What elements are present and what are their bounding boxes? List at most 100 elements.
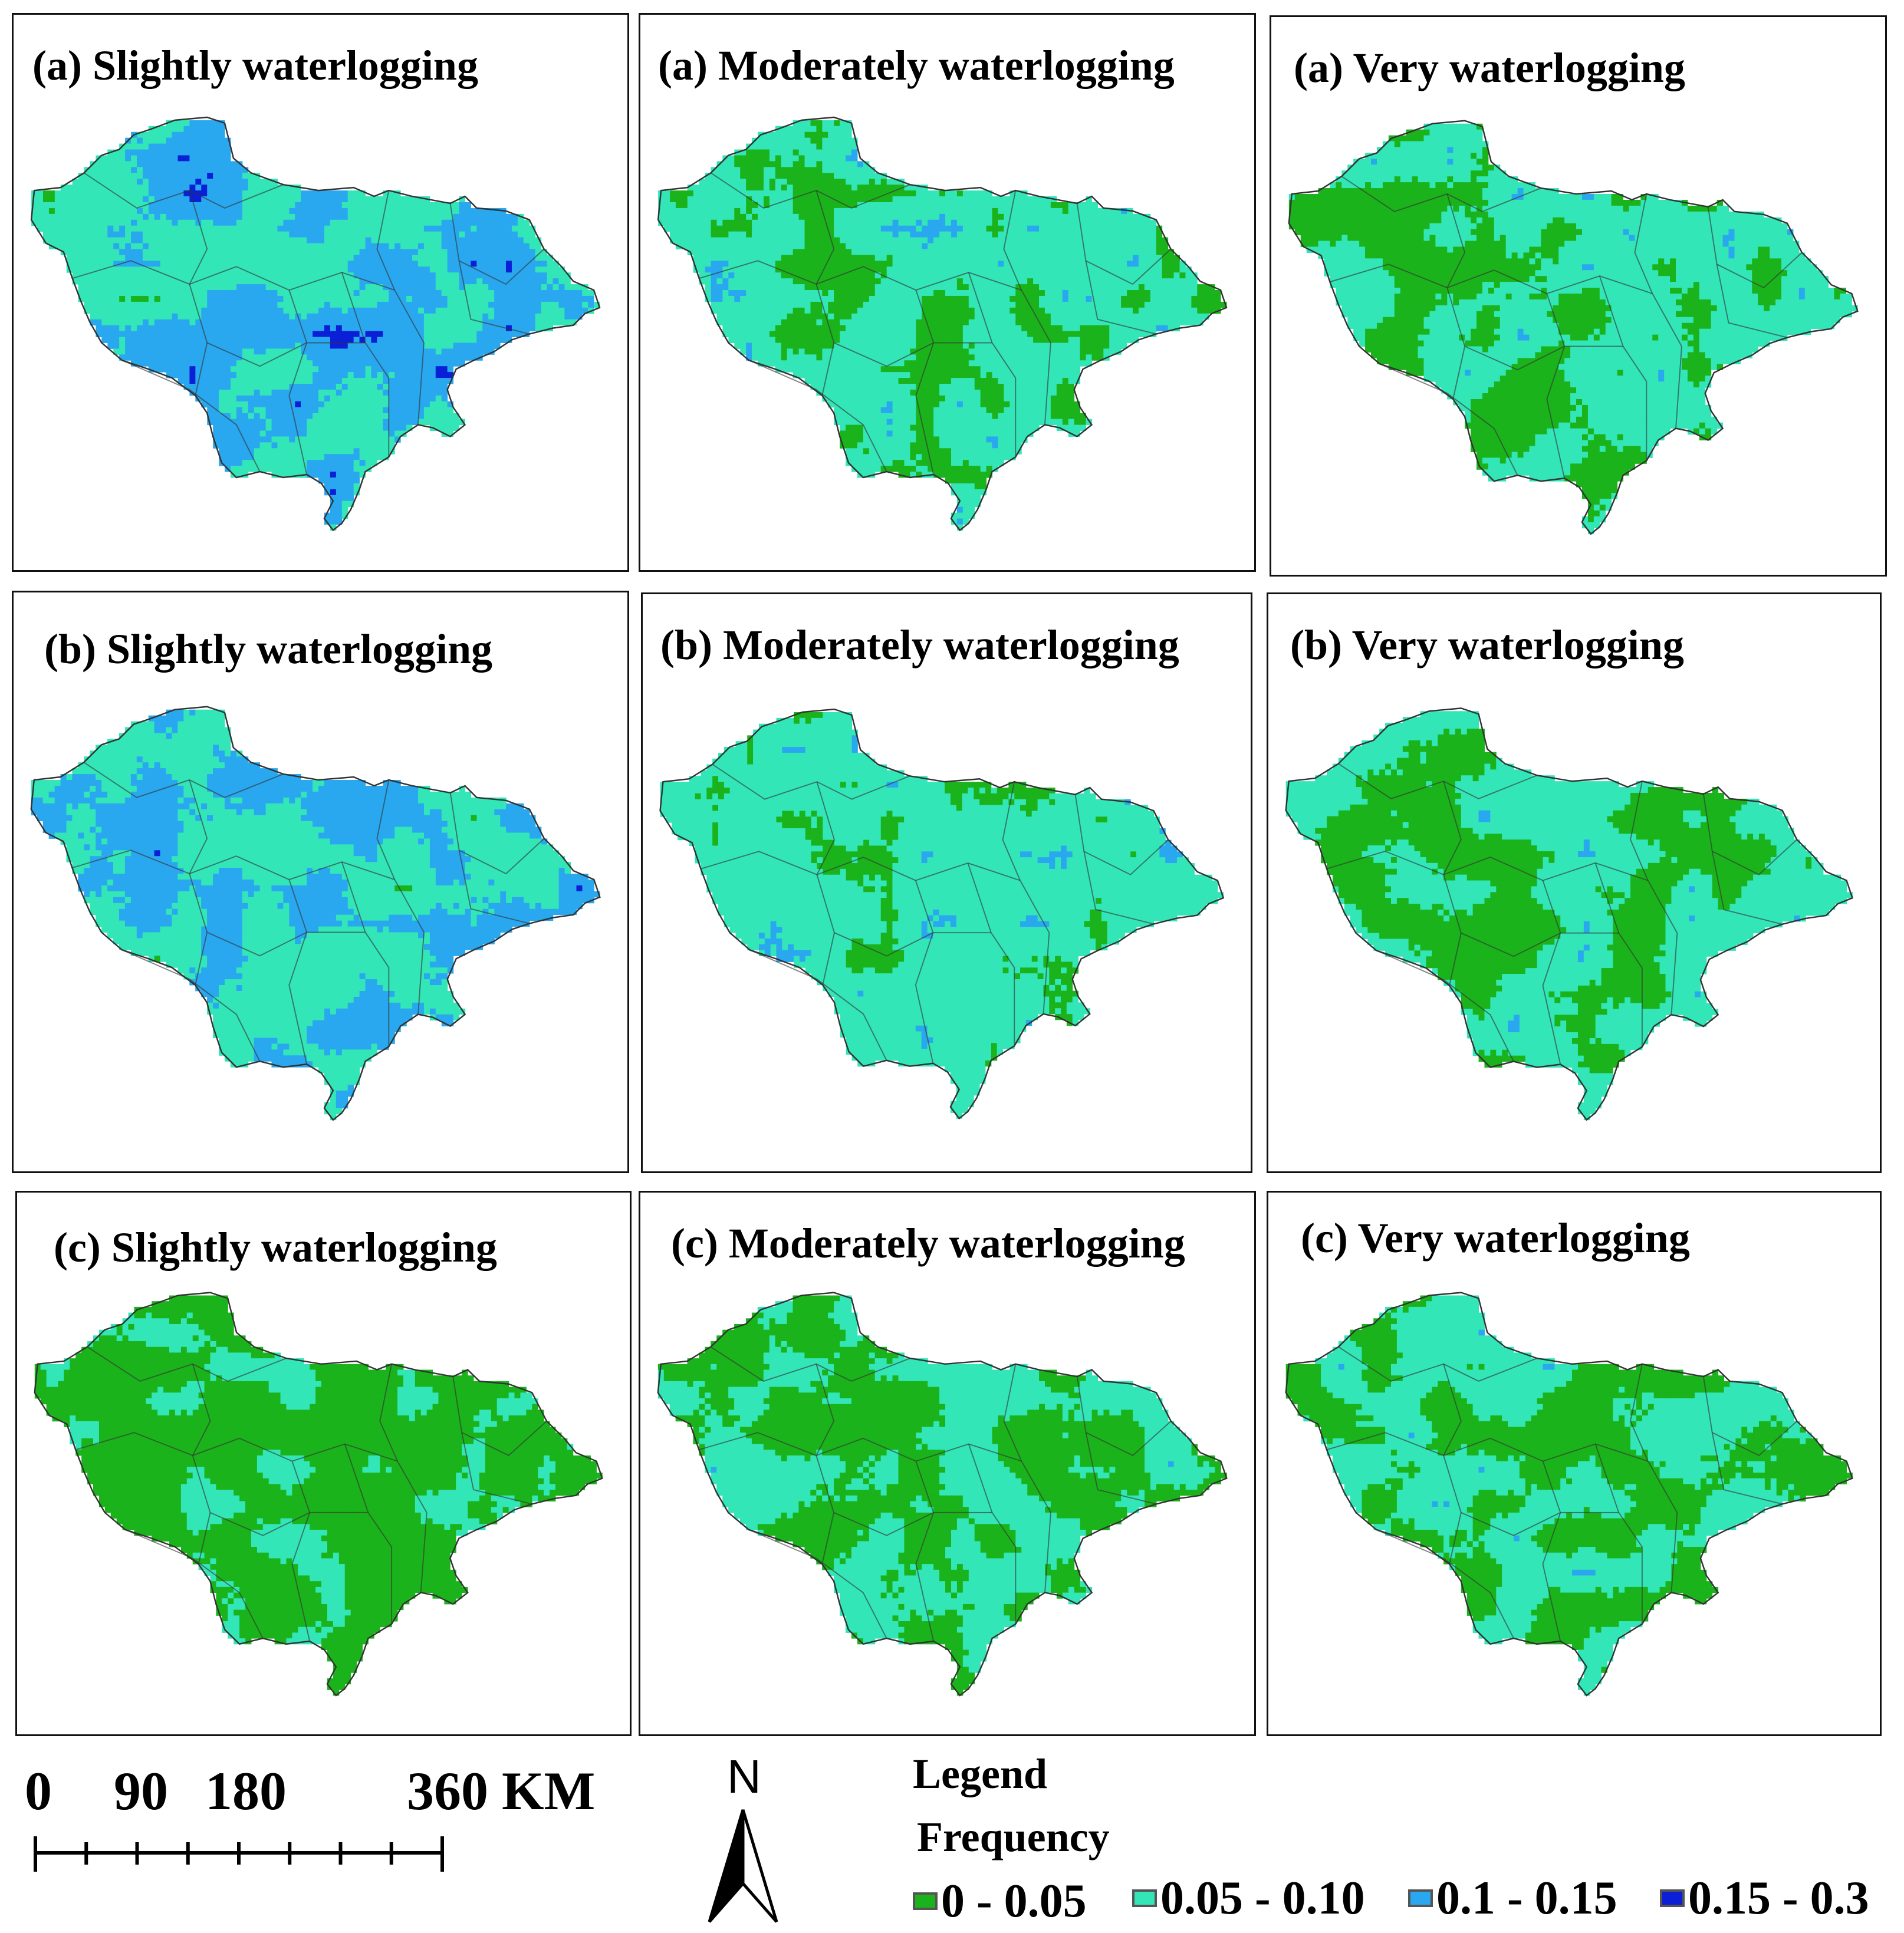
frequency-map bbox=[659, 708, 1225, 1120]
district-boundary bbox=[834, 932, 991, 957]
district-boundary bbox=[749, 949, 887, 1061]
district-boundary bbox=[1341, 176, 1541, 212]
district-boundary bbox=[701, 851, 1021, 881]
legend-label: 0.1 - 0.15 bbox=[1436, 1872, 1617, 1925]
district-boundary bbox=[1542, 880, 1561, 1065]
frequency-map bbox=[30, 706, 601, 1121]
district-boundary bbox=[1461, 1512, 1619, 1536]
region-outline bbox=[1285, 707, 1853, 1121]
district-boundary bbox=[1711, 1432, 1783, 1505]
frequency-map bbox=[1285, 1292, 1853, 1697]
north-label: N bbox=[727, 1750, 761, 1804]
legend-swatch bbox=[913, 1892, 938, 1910]
district-boundary bbox=[206, 342, 366, 367]
district-boundary bbox=[341, 861, 390, 1047]
map-panel-c-moderately: (c) Moderately waterlogging bbox=[639, 1191, 1256, 1736]
district-boundary bbox=[72, 849, 395, 881]
panel-title: (b) Slightly waterlogging bbox=[44, 625, 492, 674]
region-outline bbox=[30, 706, 601, 1121]
district-boundary bbox=[344, 1444, 393, 1624]
district-boundary bbox=[1542, 1461, 1561, 1642]
frequency-map bbox=[1285, 707, 1853, 1121]
district-boundary bbox=[206, 931, 366, 957]
legend-swatch bbox=[1408, 1889, 1433, 1907]
district-boundary bbox=[452, 1377, 547, 1457]
district-boundary bbox=[833, 1512, 992, 1536]
legend-item-3: 0.15 - 0.3 bbox=[1660, 1872, 1869, 1925]
raster-cells bbox=[34, 1295, 603, 1696]
district-boundary bbox=[815, 190, 835, 396]
district-boundary bbox=[968, 1444, 1017, 1624]
region-outline bbox=[30, 116, 601, 532]
region-outline bbox=[659, 708, 1225, 1120]
district-boundary bbox=[748, 360, 887, 472]
district-boundary bbox=[376, 779, 425, 1015]
map-panel-b-slightly: (b) Slightly waterlogging bbox=[12, 591, 629, 1173]
panel-title: (a) Very waterlogging bbox=[1294, 44, 1685, 93]
district-boundary bbox=[1546, 293, 1566, 479]
district-boundary bbox=[915, 880, 934, 1063]
scale-label-90: 90 bbox=[114, 1760, 168, 1822]
district-boundary bbox=[1711, 851, 1783, 925]
frequency-map bbox=[657, 116, 1228, 532]
legend-swatch bbox=[1132, 1889, 1157, 1907]
legend-label: 0 - 0.05 bbox=[941, 1875, 1087, 1928]
legend-title: Legend bbox=[913, 1750, 1047, 1799]
district-boundary bbox=[1076, 1377, 1172, 1457]
district-boundary bbox=[75, 1432, 398, 1462]
district-boundary bbox=[121, 360, 261, 472]
district-boundary bbox=[1443, 781, 1462, 986]
district-boundary bbox=[1074, 794, 1169, 875]
district-boundary bbox=[1338, 763, 1537, 799]
district-boundary bbox=[833, 342, 992, 367]
district-boundary bbox=[1376, 1529, 1514, 1639]
legend-label: 0.05 - 0.10 bbox=[1160, 1872, 1365, 1925]
panel-title: (c) Slightly waterlogging bbox=[54, 1223, 497, 1272]
district-boundary bbox=[1379, 363, 1518, 476]
district-boundary bbox=[967, 862, 1015, 1046]
legend-label: 0.15 - 0.3 bbox=[1688, 1872, 1869, 1925]
district-boundary bbox=[121, 949, 261, 1062]
panel-title: (c) Very waterlogging bbox=[1301, 1214, 1690, 1263]
district-boundary bbox=[1003, 190, 1051, 425]
district-boundary bbox=[341, 272, 390, 457]
legend-swatch bbox=[1660, 1889, 1685, 1907]
scale-label-180: 180 bbox=[205, 1760, 287, 1822]
district-boundary bbox=[288, 289, 308, 475]
map-panel-c-slightly: (c) Slightly waterlogging bbox=[15, 1191, 632, 1736]
map-panel-b-very: (b) Very waterlogging bbox=[1267, 592, 1882, 1173]
district-boundary bbox=[1702, 793, 1798, 875]
district-boundary bbox=[699, 1432, 1022, 1462]
panel-title: (a) Slightly waterlogging bbox=[32, 41, 478, 90]
district-boundary bbox=[458, 850, 530, 924]
district-boundary bbox=[1330, 264, 1653, 295]
district-boundary bbox=[189, 190, 208, 396]
raster-cells bbox=[658, 120, 1227, 531]
district-boundary bbox=[458, 261, 530, 335]
raster-cells bbox=[660, 712, 1224, 1119]
district-boundary bbox=[449, 203, 545, 285]
frequency-map bbox=[30, 116, 601, 532]
region-outline bbox=[34, 1292, 603, 1697]
district-boundary bbox=[461, 1432, 532, 1505]
district-boundary bbox=[1376, 950, 1514, 1062]
map-panel-a-very: (a) Very waterlogging bbox=[1270, 15, 1887, 577]
raster-cells bbox=[1285, 1295, 1853, 1696]
district-boundary bbox=[968, 272, 1017, 457]
district-boundary bbox=[291, 1461, 311, 1642]
district-boundary bbox=[915, 1461, 935, 1642]
district-boundary bbox=[1338, 1346, 1537, 1382]
panel-title: (c) Moderately waterlogging bbox=[671, 1219, 1185, 1268]
district-boundary bbox=[1464, 345, 1623, 371]
raster-cells bbox=[1285, 711, 1853, 1121]
district-boundary bbox=[1443, 1364, 1462, 1565]
district-boundary bbox=[1634, 193, 1683, 429]
legend-item-1: 0.05 - 0.10 bbox=[1132, 1872, 1365, 1925]
panel-title: (b) Very waterlogging bbox=[1290, 621, 1684, 670]
district-boundary bbox=[1326, 1432, 1649, 1462]
district-boundary bbox=[1630, 1364, 1678, 1593]
frequency-map bbox=[657, 1292, 1228, 1697]
district-boundary bbox=[1599, 275, 1647, 461]
raster-cells bbox=[31, 120, 600, 531]
map-panel-c-very: (c) Very waterlogging bbox=[1267, 1191, 1882, 1736]
